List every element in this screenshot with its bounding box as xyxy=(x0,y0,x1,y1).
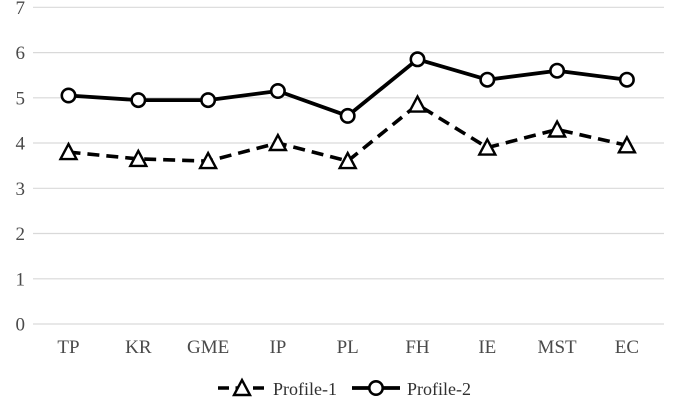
series-line-profile-2 xyxy=(68,57,628,118)
y-axis-tick-label: 2 xyxy=(16,224,26,245)
circle-marker xyxy=(60,87,77,104)
y-axis-tick-label: 1 xyxy=(16,269,26,290)
legend-item-profile-1: Profile-1 xyxy=(218,377,337,399)
triangle-marker xyxy=(128,148,149,168)
x-axis-category-label: KR xyxy=(125,337,152,358)
y-axis-tick-label: 3 xyxy=(16,179,26,200)
legend: Profile-1 Profile-2 xyxy=(218,377,471,399)
series-line-profile-1 xyxy=(68,102,628,163)
y-axis-tick-label: 4 xyxy=(16,134,26,155)
y-axis-tick-label: 5 xyxy=(16,88,26,109)
circle-marker xyxy=(479,71,496,88)
triangle-marker xyxy=(616,134,637,154)
triangle-marker xyxy=(232,377,252,397)
legend-item-profile-2: Profile-2 xyxy=(352,379,471,399)
triangle-marker xyxy=(198,150,219,170)
markers-profile-1 xyxy=(58,94,637,170)
triangle-marker xyxy=(407,94,428,113)
y-axis-tick-label: 0 xyxy=(16,315,26,336)
x-axis-category-label: GME xyxy=(187,337,229,358)
legend-label-profile-1: Profile-1 xyxy=(273,379,337,399)
x-axis-category-label: EC xyxy=(615,337,639,358)
x-axis-category-label: MST xyxy=(538,337,577,358)
y-axis-tick-labels: 0 1 2 3 4 5 6 7 xyxy=(16,0,26,336)
circle-marker xyxy=(130,92,147,109)
circle-marker xyxy=(339,107,356,124)
x-axis-category-label: IP xyxy=(269,337,286,358)
triangle-marker xyxy=(337,150,358,170)
x-axis-category-label: TP xyxy=(57,337,79,358)
legend-label-profile-2: Profile-2 xyxy=(407,379,471,399)
triangle-marker xyxy=(58,141,79,161)
x-axis-category-label: FH xyxy=(405,337,430,358)
x-axis-category-label: PL xyxy=(337,337,359,358)
circle-marker xyxy=(200,92,217,109)
triangle-marker xyxy=(547,118,568,138)
circle-marker xyxy=(618,71,635,88)
x-axis-category-labels: TP KR GME IP PL FH IE MST EC xyxy=(57,337,639,358)
circle-marker xyxy=(549,62,566,79)
y-axis-tick-label: 7 xyxy=(16,0,26,19)
x-axis-category-label: IE xyxy=(478,337,496,358)
markers-profile-2 xyxy=(60,51,635,124)
y-axis-tick-label: 6 xyxy=(16,43,26,64)
circle-marker xyxy=(367,379,384,396)
triangle-marker xyxy=(267,132,288,152)
circle-marker xyxy=(409,51,426,68)
circle-marker xyxy=(269,83,286,100)
triangle-marker xyxy=(477,137,498,156)
